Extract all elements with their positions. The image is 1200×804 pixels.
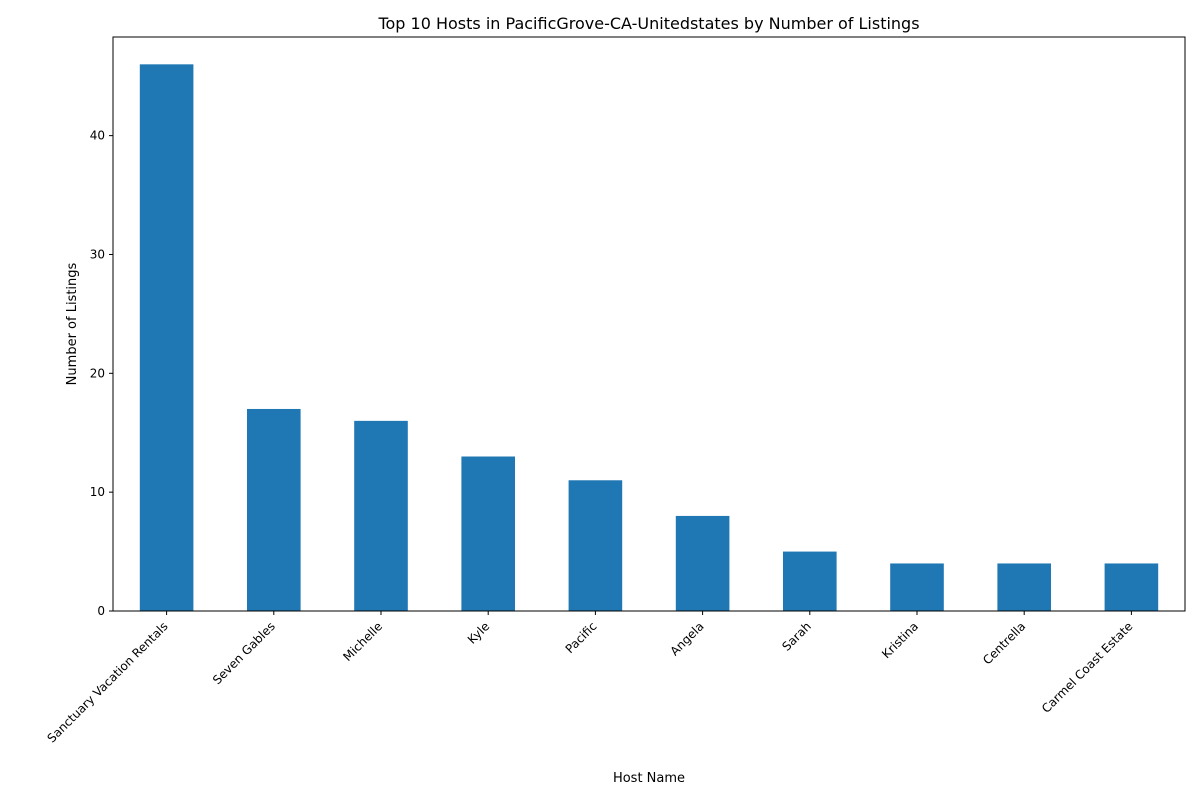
- x-tick-label-3: Kyle: [465, 619, 492, 646]
- y-tick-label-3: 30: [90, 247, 105, 261]
- bar-2: [354, 420, 408, 611]
- bar-3: [461, 456, 515, 611]
- bar-6: [783, 551, 837, 611]
- y-tick-label-4: 40: [90, 129, 105, 143]
- x-tick-label-5: Angela: [667, 619, 706, 658]
- y-axis-label: Number of Listings: [65, 262, 80, 385]
- x-axis: Sanctuary Vacation Rentals Seven Gables Mi…: [44, 611, 1136, 745]
- x-tick-label-6: Sarah: [779, 619, 814, 654]
- plot-area-frame: [112, 36, 1186, 612]
- y-tick-label-0: 0: [97, 604, 105, 618]
- bars-group: [139, 64, 1159, 611]
- y-axis: 0 10 20 30 40: [90, 129, 113, 618]
- bar-8: [997, 563, 1051, 611]
- bar-7: [890, 563, 944, 611]
- bar-4: [568, 480, 623, 611]
- x-tick-label-1: Seven Gables: [210, 619, 278, 687]
- bar-1: [247, 408, 301, 611]
- x-tick-label-7: Kristina: [879, 619, 921, 661]
- x-tick-label-9: Carmel Coast Estate: [1039, 619, 1136, 716]
- x-tick-label-2: Michelle: [340, 619, 385, 664]
- x-tick-label-0: Sanctuary Vacation Rentals: [44, 619, 170, 745]
- bar-5: [675, 515, 730, 611]
- x-tick-label-4: Pacific: [563, 619, 600, 656]
- y-tick-label-1: 10: [90, 485, 105, 499]
- bar-0: [139, 64, 194, 611]
- y-tick-label-2: 20: [90, 366, 105, 380]
- chart-title: Top 10 Hosts in PacificGrove-CA-Unitedst…: [377, 14, 919, 33]
- x-tick-label-8: Centrella: [980, 619, 1028, 667]
- bar-9: [1104, 563, 1159, 611]
- x-axis-label: Host Name: [613, 771, 685, 786]
